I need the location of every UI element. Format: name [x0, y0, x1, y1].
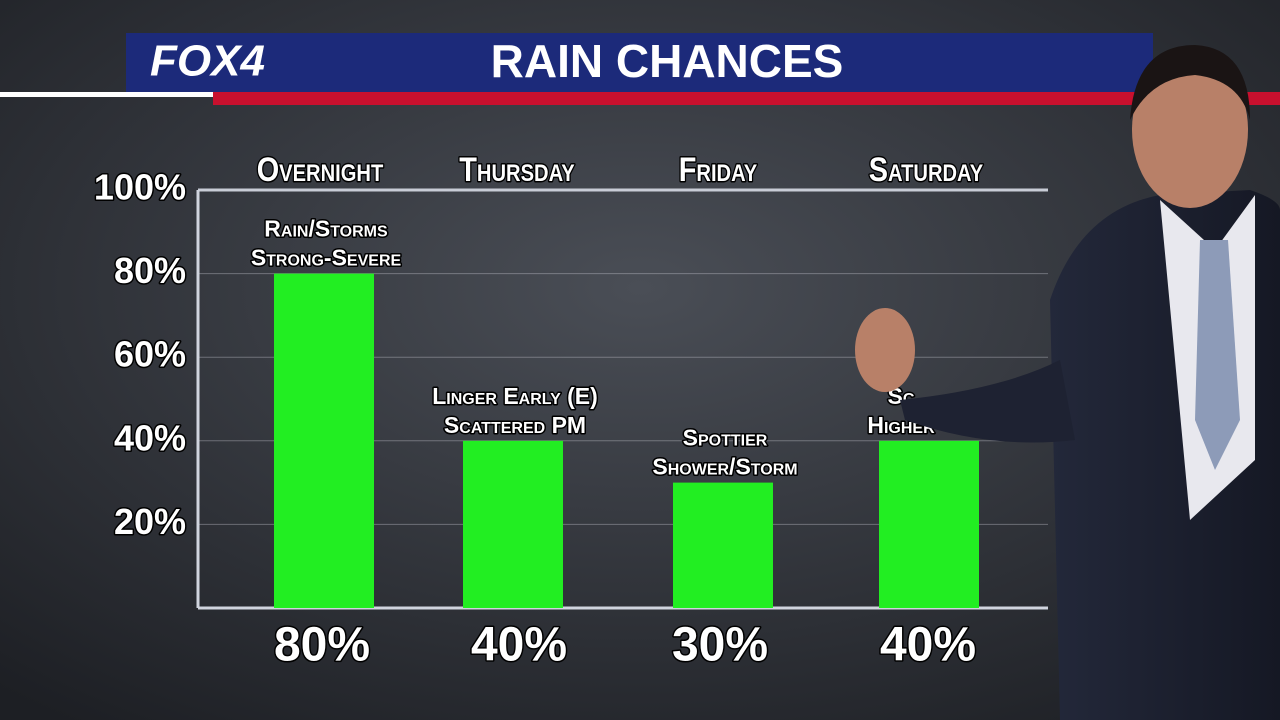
value-label: 80% [274, 619, 370, 672]
y-tick-label: 40% [114, 417, 186, 458]
header-stripe [213, 92, 1280, 105]
value-label: 40% [880, 619, 976, 672]
presenter-arm [900, 360, 1075, 443]
presenter-hair [1130, 45, 1250, 120]
x-tick-label: Friday [679, 150, 758, 189]
bar [673, 482, 773, 608]
plot-area: 20% 40% 60% 80% 100% Overnight 80% Rain/Storms S… [92, 148, 1048, 673]
logo: FOX4 [150, 37, 265, 86]
header-banner [126, 33, 1153, 92]
y-tick-label: 80% [114, 250, 186, 291]
presenter-head [1132, 52, 1248, 208]
value-label: 40% [471, 619, 567, 672]
bar [274, 273, 374, 608]
presenter [855, 45, 1280, 720]
y-tick-label: 20% [114, 501, 186, 542]
value-label: 30% [672, 619, 768, 672]
y-tick-label: 60% [114, 334, 186, 375]
bar [463, 440, 563, 608]
bar-annotation: Shower/Storm [652, 454, 797, 480]
bar-annotation: Spottier [683, 425, 768, 451]
header-line [0, 92, 213, 97]
x-tick-label: Saturday [869, 150, 984, 189]
bar-annotation: Linger Early (E) [432, 383, 598, 409]
presenter-hand [855, 308, 915, 392]
bar-annotation: Strong-Severe [251, 245, 402, 271]
chart-title: RAIN CHANCES [491, 35, 844, 87]
bar-annotation: Scattered PM [444, 412, 586, 438]
x-tick-label: Thursday [459, 150, 575, 189]
bar [879, 440, 979, 608]
x-tick-label: Overnight [257, 150, 384, 189]
y-tick-label: 100% [94, 167, 186, 208]
bar-annotation: Rain/Storms [264, 216, 388, 242]
presenter-tie [1195, 240, 1240, 470]
